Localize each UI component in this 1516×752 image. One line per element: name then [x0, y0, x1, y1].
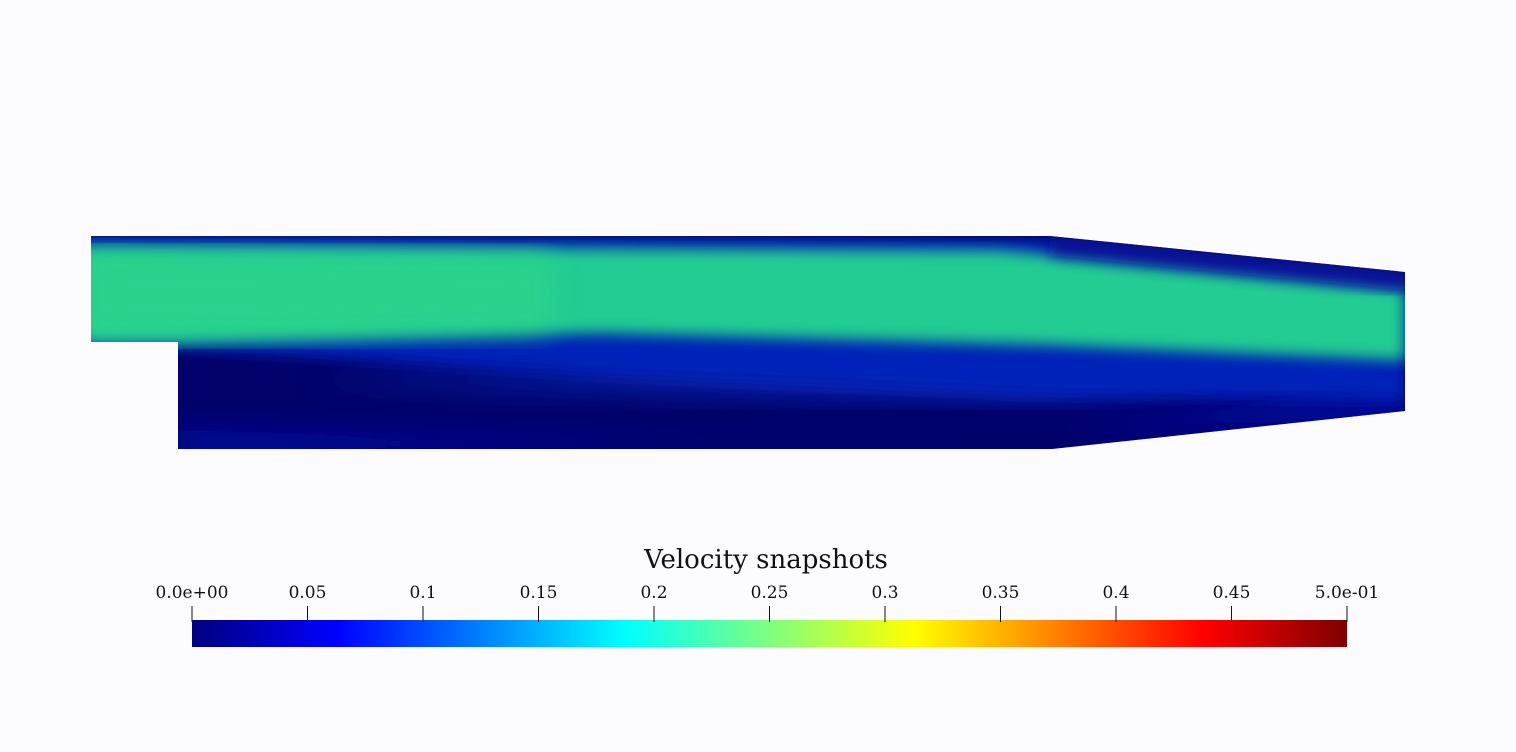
field-upper-wall-layer [1050, 236, 1405, 290]
colorbar-tick-label: 0.0e+00 [156, 583, 229, 603]
velocity-field [91, 236, 1405, 449]
colorbar-tick-label: 0.1 [409, 583, 436, 603]
field-lower-band [178, 380, 1405, 449]
colorbar-tick-label: 0.25 [751, 583, 789, 603]
colorbar-gradient [192, 620, 1347, 647]
colorbar-tick-label: 0.05 [289, 583, 327, 603]
colorbar-tick-label: 0.3 [871, 583, 898, 603]
colorbar-title: Velocity snapshots [643, 545, 888, 575]
colorbar-tick-label: 0.45 [1213, 583, 1251, 603]
colorbar-tick-label: 0.2 [640, 583, 667, 603]
colorbar-tick-label: 0.35 [982, 583, 1020, 603]
colorbar-tick-label: 0.4 [1102, 583, 1129, 603]
colorbar: 0.0e+00 0.05 0.1 0.15 0.2 0.25 0.3 0.35 0.4 0.45 5… [156, 583, 1379, 647]
colorbar-tick-label: 0.15 [520, 583, 558, 603]
colorbar-tick-label: 5.0e-01 [1315, 583, 1379, 603]
field-inlet-core [91, 252, 550, 340]
